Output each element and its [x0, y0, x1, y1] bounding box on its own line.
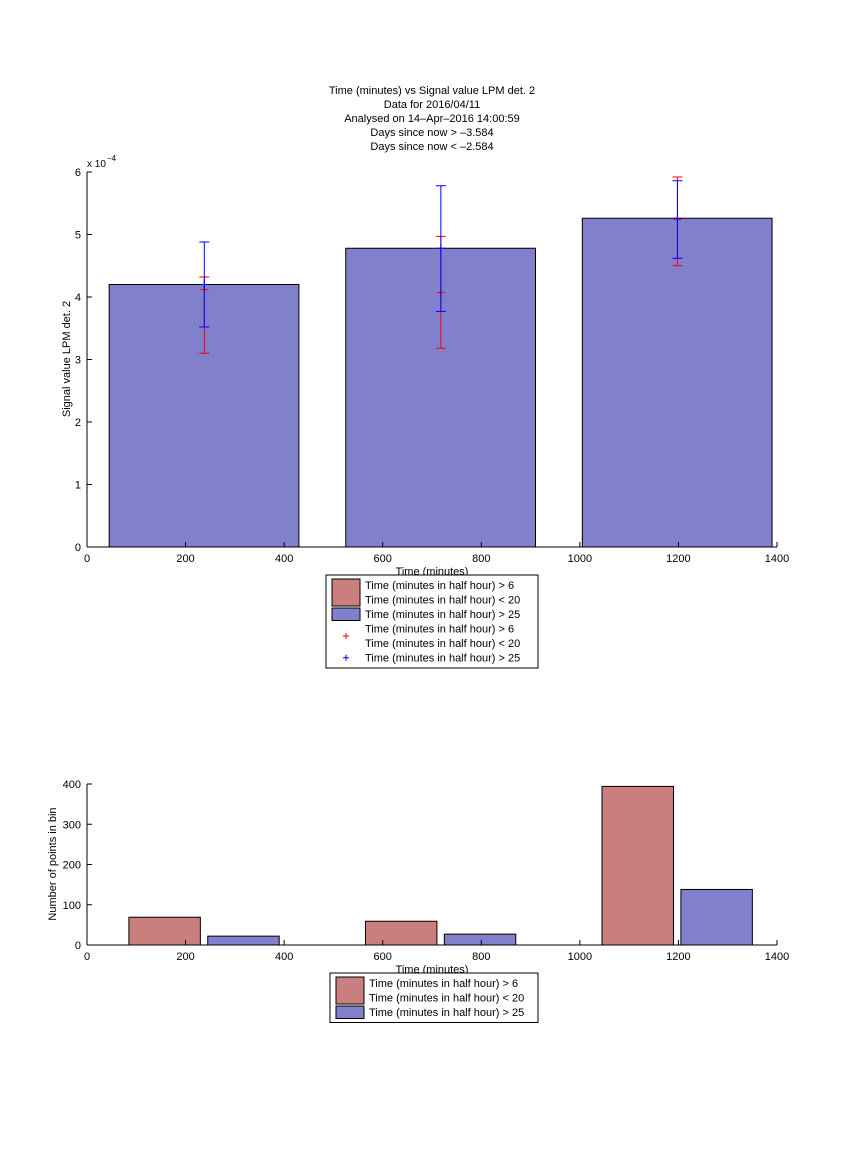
chart2-y-tick-label: 400 [63, 779, 81, 791]
chart1-exponent-power: −4 [107, 154, 117, 163]
chart1-y-tick-label: 6 [75, 167, 81, 179]
chart2-x-tick-label: 1000 [568, 951, 592, 963]
chart1-bar [581, 217, 773, 548]
chart2-legend-label: Time (minutes in half hour) < 20 [369, 993, 524, 1005]
chart2-legend: Time (minutes in half hour) > 6 Time (min… [329, 972, 539, 1023]
chart2-y-axis-label: Number of points in bin [47, 807, 59, 920]
chart1-legend-label: Time (minutes in half hour) > 25 [365, 653, 520, 665]
chart1-title-line-3: Analysed on 14–Apr–2016 14:00:59 [344, 113, 520, 125]
chart2-legend-swatch-blue [335, 1005, 365, 1019]
chart2-legend-box [329, 972, 539, 1023]
chart1-x-tick-label: 600 [374, 553, 392, 565]
chart1-x-tick-label: 1200 [666, 553, 690, 565]
chart1-y-tick-label: 3 [75, 355, 81, 367]
chart1-x-tick-label: 0 [84, 553, 90, 565]
chart2-x-tick-label: 800 [472, 951, 490, 963]
chart2-y-tick-label: 100 [63, 900, 81, 912]
chart1-error-bars [199, 176, 683, 354]
chart1-title: Time (minutes) vs Signal value LPM det. … [329, 85, 535, 153]
chart1-legend-label: Time (minutes in half hour) > 25 [365, 609, 520, 621]
chart2-x-tick-label: 0 [84, 951, 90, 963]
chart1-legend-box [325, 574, 539, 669]
chart1-y-tick-label: 2 [75, 417, 81, 429]
chart1-ticks: 0 200 400 600 800 1000 1200 1400 0 1 2 3 4 5 6 [75, 167, 789, 565]
chart1-title-line-1: Time (minutes) vs Signal value LPM det. … [329, 85, 535, 97]
chart1-legend: Time (minutes in half hour) > 6 Time (min… [325, 574, 539, 669]
chart1-x-tick-label: 800 [472, 553, 490, 565]
chart1-x-tick-label: 1000 [568, 553, 592, 565]
chart1-x-tick-label: 200 [176, 553, 194, 565]
chart2-legend-label: Time (minutes in half hour) > 6 [369, 978, 518, 990]
chart2-y-tick-label: 300 [63, 819, 81, 831]
chart1-legend-label: Time (minutes in half hour) < 20 [365, 638, 520, 650]
chart1-y-tick-label: 0 [75, 542, 81, 554]
chart1-title-line-2: Data for 2016/04/11 [384, 99, 480, 111]
chart2-legend-swatch-red [335, 976, 365, 1005]
chart2-bar-blue [207, 935, 280, 946]
chart1-legend-label: Time (minutes in half hour) > 6 [365, 580, 514, 592]
chart1-legend-swatch-blue [331, 607, 361, 621]
chart1-error-bar [672, 180, 683, 259]
chart1-x-tick-label: 1400 [765, 553, 789, 565]
chart2-x-tick-label: 600 [374, 951, 392, 963]
chart1-x-tick-label: 400 [275, 553, 293, 565]
chart2-x-tick-label: 400 [275, 951, 293, 963]
chart1-error-bar [435, 185, 446, 312]
chart1-error-bar [199, 241, 210, 328]
chart2-x-tick-label: 1400 [765, 951, 789, 963]
chart2-bar-blue [443, 933, 517, 946]
chart1-legend-label: Time (minutes in half hour) > 6 [365, 624, 514, 636]
chart2-bar-red [128, 916, 201, 946]
chart1-y-tick-label: 4 [75, 292, 81, 304]
chart2-y-tick-label: 0 [75, 940, 81, 952]
chart2-x-tick-label: 200 [176, 951, 194, 963]
signal-chart: Time (minutes) vs Signal value LPM det. … [61, 85, 789, 669]
count-chart: 0 200 400 600 800 1000 1200 1400 0 100 200 300 400 T… [47, 779, 789, 1023]
chart1-y-tick-label: 5 [75, 230, 81, 242]
chart1-legend-label: Time (minutes in half hour) < 20 [365, 595, 520, 607]
chart1-y-tick-label: 1 [75, 480, 81, 492]
chart2-bar-red [364, 920, 438, 946]
chart1-title-line-5: Days since now < –2.584 [370, 141, 493, 153]
chart2-x-tick-label: 1200 [666, 951, 690, 963]
chart2-ticks: 0 200 400 600 800 1000 1200 1400 0 100 200 300 400 [63, 779, 790, 963]
chart2-legend-label: Time (minutes in half hour) > 25 [369, 1007, 524, 1019]
chart1-y-axis-label: Signal value LPM det. 2 [61, 301, 73, 417]
chart2-bar-red [601, 785, 674, 946]
chart2-y-tick-label: 200 [63, 860, 81, 872]
chart1-legend-swatch-red [331, 578, 361, 607]
chart1-exponent-base: x 10 [87, 159, 106, 170]
chart2-bar-blue [680, 888, 753, 946]
chart1-title-line-4: Days since now > –3.584 [370, 127, 493, 139]
